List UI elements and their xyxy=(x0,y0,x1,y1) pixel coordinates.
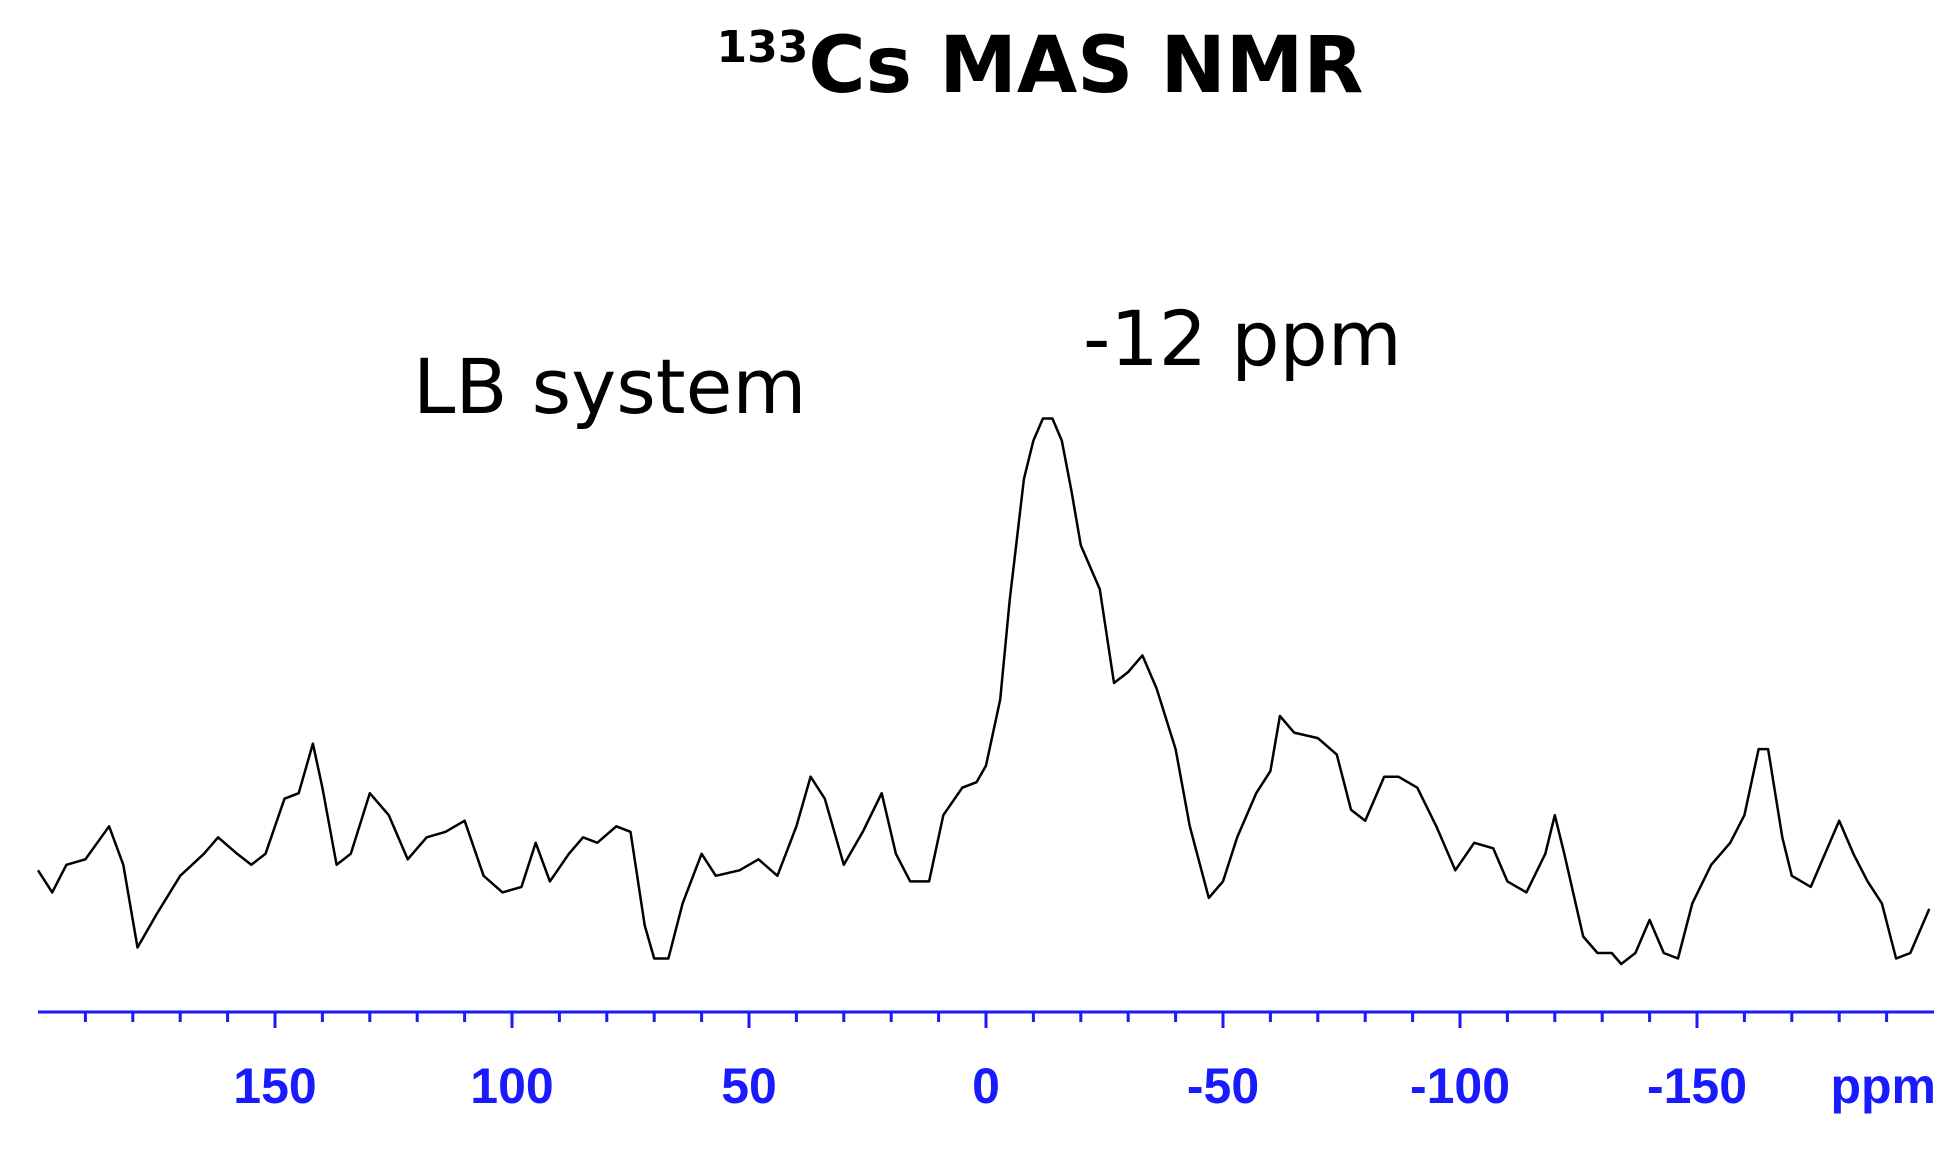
x-tick-label: -50 xyxy=(1187,1058,1259,1114)
title-main: Cs MAS NMR xyxy=(808,21,1363,111)
annotation: LB system xyxy=(413,342,806,431)
x-tick-label: 150 xyxy=(233,1058,316,1114)
annotation: -12 ppm xyxy=(1083,294,1402,383)
spectrum-line xyxy=(36,417,1931,966)
title-superscript: 133 xyxy=(717,22,809,73)
x-axis-label: ppm xyxy=(1830,1058,1936,1114)
x-tick-label: 100 xyxy=(470,1058,553,1114)
x-tick-label: -150 xyxy=(1647,1058,1747,1114)
x-tick-label: 50 xyxy=(721,1058,777,1114)
x-tick-label: 0 xyxy=(972,1058,1000,1114)
x-tick-label: -100 xyxy=(1410,1058,1510,1114)
chart-title: 133Cs MAS NMR xyxy=(717,21,1364,111)
